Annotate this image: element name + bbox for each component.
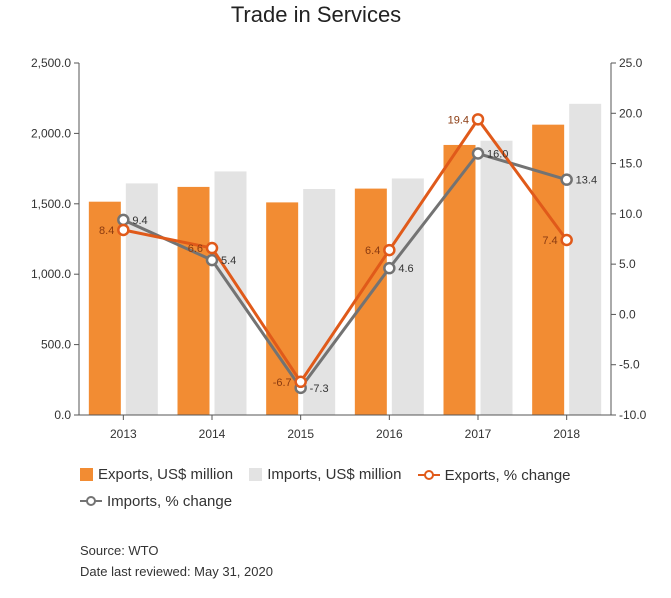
imports-bar [303,189,336,415]
legend-swatch-exports-usd [80,468,93,481]
exports-change-point [117,223,130,237]
imports-change-point [471,147,485,160]
last-reviewed-text: Date last reviewed: May 31, 2020 [80,564,273,579]
exports-change-point [560,233,573,247]
source-text: Source: WTO [80,543,159,558]
legend-item-exports-change[interactable]: Exports, % change [417,466,571,484]
exports-change-point [205,241,219,255]
chart-area: 0.0 500.0 1,000.0 1,500.0 2,000.0 2,500.0 -10.… [31,56,647,441]
right-tick-label: 20.0 [619,106,643,120]
imports-change-label: 13.4 [576,175,597,187]
legend-swatch-imports-usd [249,468,263,481]
imports-change-label: 16.0 [487,149,508,161]
x-tick-label: 2016 [376,427,403,441]
exports-change-label: 19.4 [448,114,469,126]
exports-bar [88,201,121,415]
x-tick-label: 2015 [287,427,314,441]
right-tick-label: 5.0 [619,257,636,271]
legend-label-imports-usd: Imports, US$ million [267,466,402,483]
left-tick-label: 500.0 [41,338,71,352]
source-note: Source: WTO Date last reviewed: May 31, … [80,540,273,582]
left-tick-label: 2,000.0 [31,126,71,140]
x-tick-label: 2018 [553,427,580,441]
right-tick-label: -10.0 [619,408,647,422]
right-tick-label: -5.0 [619,358,640,372]
legend: Exports, US$ million Imports, US$ millio… [80,466,640,519]
exports-bar [266,202,299,415]
left-tick-label: 2,500.0 [31,56,71,70]
exports-change-label: -6.7 [273,377,292,389]
right-tick-label: 25.0 [619,56,643,70]
imports-bar [391,178,424,415]
exports-change-label: 8.4 [99,225,114,237]
imports-bar [569,103,602,415]
left-tick-label: 0.0 [54,408,71,422]
imports-change-line [122,152,568,390]
chart-title: Trade in Services [230,2,402,27]
legend-label-exports-change: Exports, % change [444,466,571,484]
legend-item-imports-change[interactable]: Imports, % change [80,493,232,510]
imports-change-label: 9.4 [132,215,147,227]
exports-change-label: 7.4 [542,235,557,247]
imports-change-point [117,213,130,227]
right-tick-label: 10.0 [619,207,643,221]
left-tick-label: 1,500.0 [31,197,71,211]
legend-swatch-imports-change [80,495,102,507]
x-tick-label: 2017 [465,427,492,441]
imports-change-point [560,173,573,186]
exports-bar [354,188,387,415]
imports-change-label: -7.3 [310,383,329,395]
right-tick-label: 15.0 [619,157,643,171]
legend-item-exports-usd[interactable]: Exports, US$ million [80,466,233,483]
imports-bar [480,140,513,415]
legend-label-exports-usd: Exports, US$ million [98,466,234,483]
imports-change-label: 4.6 [398,263,413,275]
exports-bar [532,124,565,415]
imports-change-point [383,261,396,275]
legend-label-imports-change: Imports, % change [107,492,233,510]
x-tick-label: 2014 [199,427,226,441]
exports-change-point [294,375,307,389]
exports-change-label: 6.6 [188,243,203,255]
legend-swatch-exports-change [417,469,440,481]
exports-change-label: 6.4 [365,245,380,257]
exports-change-point [383,243,396,257]
right-tick-label: 0.0 [619,307,636,321]
imports-change-label: 5.4 [221,255,236,267]
legend-item-imports-usd[interactable]: Imports, US$ million [249,466,401,483]
exports-bar [443,144,476,415]
exports-bar [177,186,210,415]
imports-change-point [205,253,219,267]
x-tick-label: 2013 [110,427,137,441]
exports-change-point [471,113,485,126]
exports-change-line [123,117,568,384]
left-tick-label: 1,000.0 [31,267,71,281]
